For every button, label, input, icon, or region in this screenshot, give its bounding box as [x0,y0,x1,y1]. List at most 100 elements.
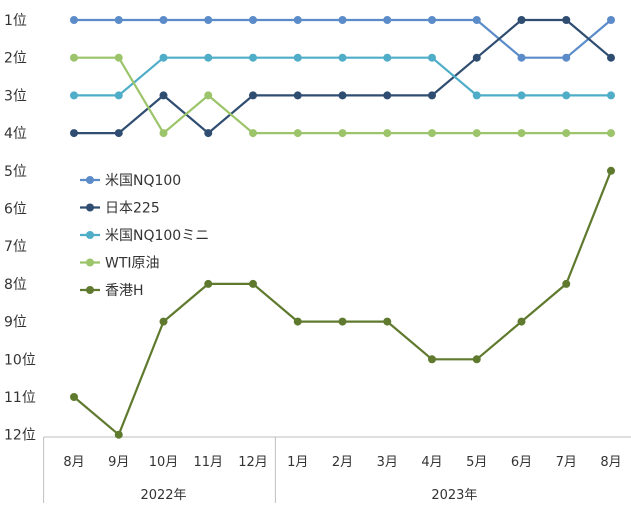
data-point [159,16,168,24]
legend-item: WTI原油 [80,256,160,272]
legend-item: 香港H [80,283,144,299]
data-point [249,129,257,138]
legend-swatch-marker [86,258,94,267]
data-point [472,53,481,62]
data-point [517,53,526,62]
data-point [204,129,213,138]
data-point [472,129,481,138]
data-point [338,129,347,138]
data-point [338,91,347,100]
y-tick-label: 1位 [4,13,27,29]
data-point [114,91,123,100]
data-point [383,53,392,62]
data-point [383,129,392,138]
x-tick-label: 12月 [238,455,268,470]
y-tick-label: 3位 [4,88,27,104]
data-point [428,355,436,364]
data-point [293,91,302,100]
y-tick-label: 5位 [4,164,27,180]
data-point [517,91,526,100]
data-point [383,91,392,100]
y-tick-label: 7位 [4,239,27,255]
x-tick-label: 8月 [63,455,84,470]
data-point [293,16,302,24]
series-line [74,18,612,59]
data-point [607,16,615,24]
legend-label: 米国NQ100 [105,173,181,189]
data-point [607,53,615,62]
data-point [114,53,123,62]
data-point [249,53,257,62]
data-point [607,166,615,175]
series-group [70,16,615,138]
legend-swatch-marker [86,176,94,184]
legend-swatch-marker [86,231,94,239]
data-point [428,129,436,138]
data-point [293,317,302,326]
data-point [159,53,168,62]
legend-item: 米国NQ100ミニ [80,228,209,244]
series-group [70,53,615,100]
data-point [204,53,213,62]
data-point [472,355,481,364]
data-point [159,91,168,100]
data-point [159,317,168,326]
data-point [562,91,571,100]
y-tick-label: 8位 [4,277,27,293]
data-point [428,53,436,62]
series-group [70,16,615,62]
data-point [293,53,302,62]
data-point [70,16,78,24]
y-tick-label: 11位 [4,390,36,406]
series-line [74,56,611,97]
data-point [562,16,571,24]
data-point [159,129,168,138]
data-point [562,129,571,138]
data-point [517,16,526,24]
data-point [517,317,526,326]
data-point [338,16,347,24]
x-tick-label: 6月 [511,455,532,470]
data-point [249,91,257,100]
data-point [249,16,257,24]
axis-layer: 1位 2位 3位 4位 5位 6位 7位 8位 9位 10位 11位 12位 8月 9月 10月 11月 12月… [4,13,631,503]
series-layer [70,16,615,439]
data-point [428,91,436,100]
x-tick-label: 5月 [466,455,487,470]
data-point [562,279,571,288]
data-point [249,279,257,288]
data-point [70,53,78,62]
series-group [70,166,615,439]
series-group [70,53,615,138]
legend-swatch-marker [86,286,94,294]
data-point [383,16,392,24]
year-label: 2022年 [140,488,186,503]
data-point [114,16,123,24]
legend-swatch-marker [86,203,94,212]
y-tick-label: 4位 [4,126,27,142]
data-point [204,91,213,100]
y-tick-label: 10位 [4,352,36,368]
y-tick-label: 6位 [4,202,27,218]
data-point [607,129,615,138]
data-point [114,430,123,439]
x-tick-label: 9月 [108,455,129,470]
data-point [428,16,436,24]
data-point [562,53,571,62]
y-tick-label: 12位 [4,428,36,444]
y-tick-label: 2位 [4,51,27,67]
legend-item: 米国NQ100 [80,173,181,189]
x-tick-label: 3月 [377,455,398,470]
data-point [338,53,347,62]
data-point [472,91,481,100]
data-point [607,91,615,100]
legend-label: WTI原油 [105,256,160,272]
x-tick-label: 4月 [421,455,442,470]
legend-label: 香港H [105,283,144,299]
legend-label: 米国NQ100ミニ [105,228,209,244]
data-point [204,279,213,288]
data-point [70,129,78,138]
